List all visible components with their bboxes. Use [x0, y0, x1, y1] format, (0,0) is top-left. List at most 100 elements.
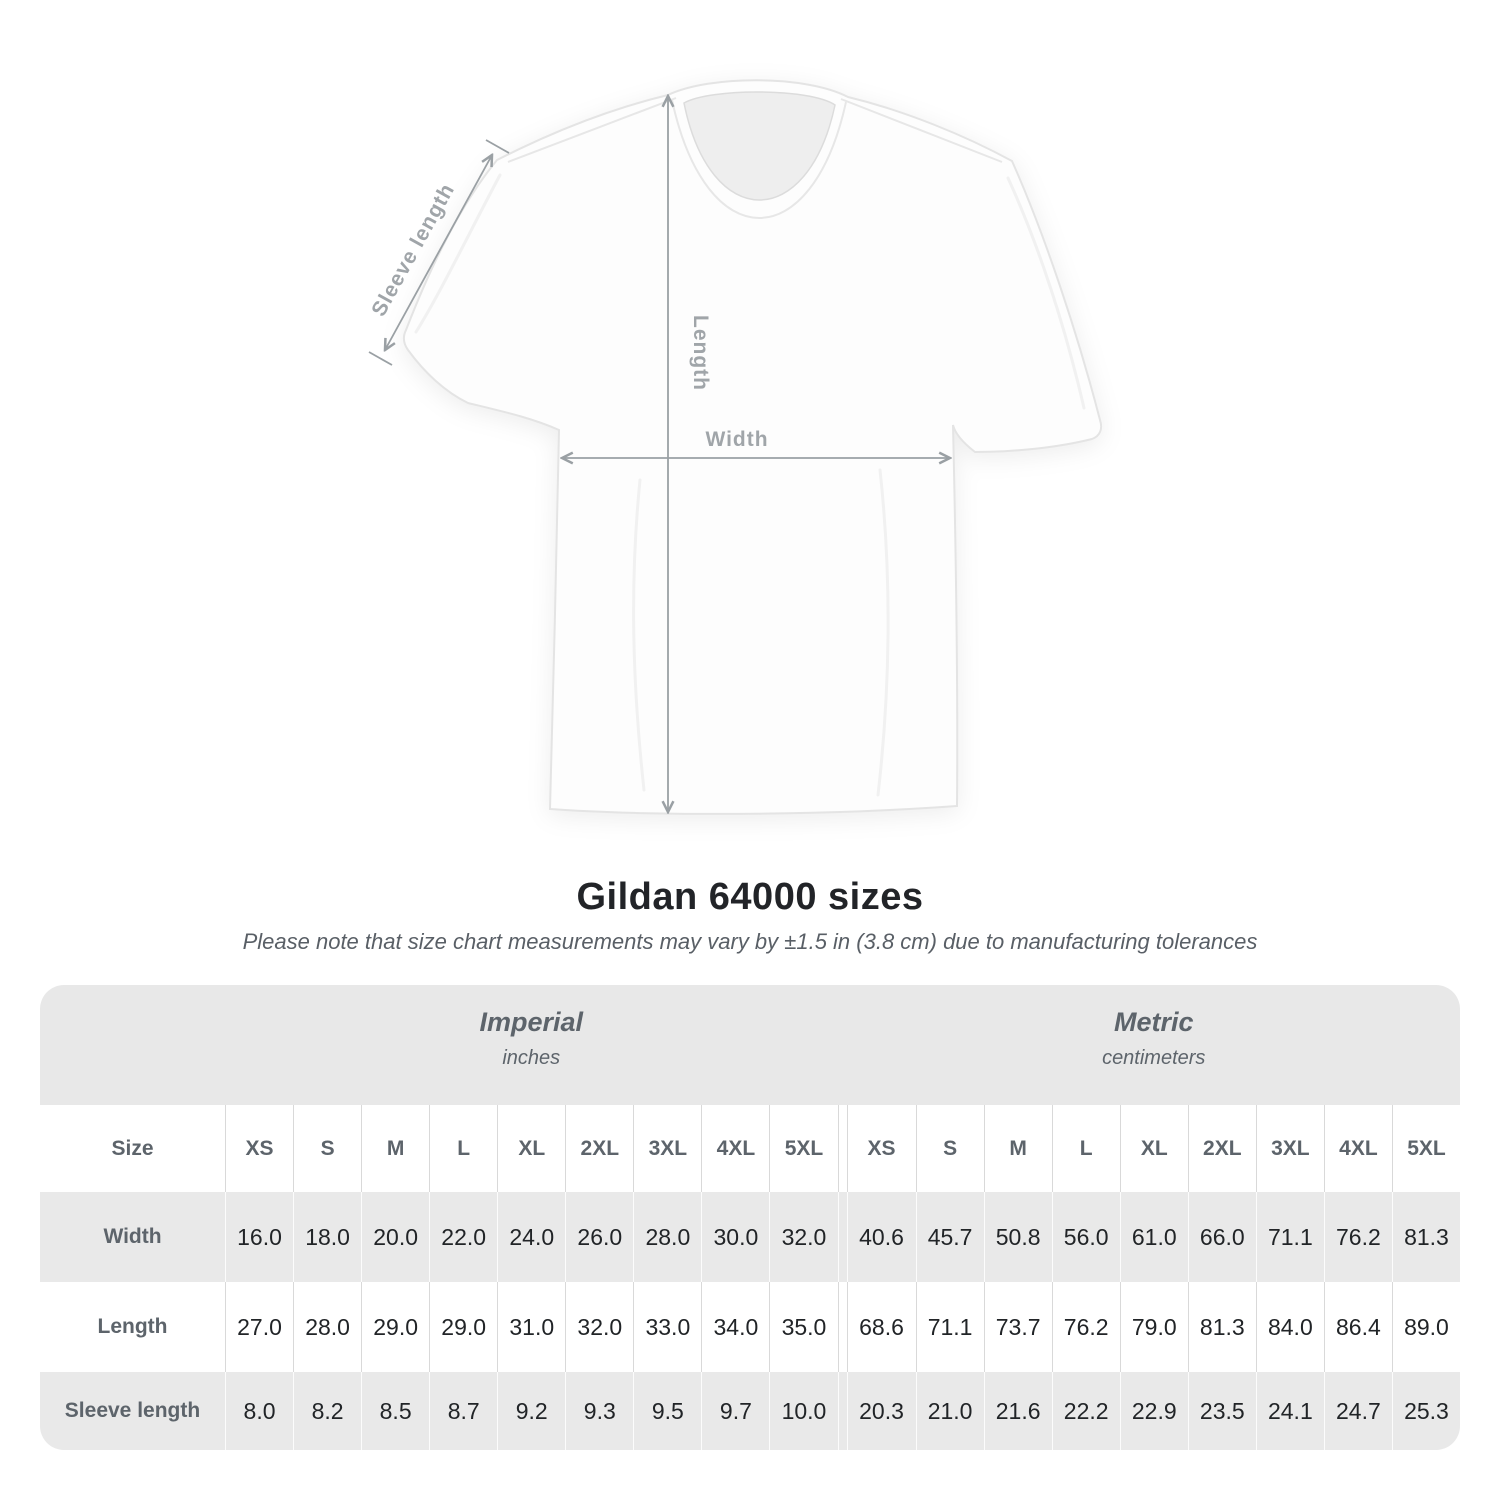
- value-cell: 89.0: [1391, 1282, 1460, 1372]
- size-header-metric: 4XL: [1323, 1105, 1392, 1192]
- fabric-fold: [1006, 176, 1086, 410]
- value-cell: 9.7: [701, 1372, 770, 1450]
- value-cell: 8.0: [225, 1372, 294, 1450]
- value-cell: 45.7: [915, 1192, 984, 1282]
- value-cell: 21.0: [915, 1372, 984, 1450]
- tshirt-diagram-svg: Sleeve length Length Width: [367, 79, 1103, 815]
- size-header-metric: XL: [1119, 1105, 1188, 1192]
- section-divider: [837, 1282, 848, 1372]
- section-header-metric: Metric centimeters: [847, 985, 1460, 1105]
- value-cell: 22.0: [429, 1192, 498, 1282]
- value-cell: 68.6: [847, 1282, 916, 1372]
- value-cell: 24.7: [1323, 1372, 1392, 1450]
- value-cell: 30.0: [701, 1192, 770, 1282]
- value-cell: 21.6: [983, 1372, 1052, 1450]
- value-cell: 25.3: [1391, 1372, 1460, 1450]
- value-cell: 29.0: [361, 1282, 430, 1372]
- value-cell: 81.3: [1187, 1282, 1256, 1372]
- value-cell: 9.5: [633, 1372, 702, 1450]
- value-cell: 24.1: [1255, 1372, 1324, 1450]
- length-label: Length: [689, 315, 712, 391]
- section-header-imperial: Imperial inches: [225, 985, 838, 1105]
- value-cell: 56.0: [1051, 1192, 1120, 1282]
- value-cell: 29.0: [429, 1282, 498, 1372]
- value-cell: 33.0: [633, 1282, 702, 1372]
- tshirt-diagram: Sleeve length Length Width: [367, 79, 1103, 815]
- value-cell: 22.2: [1051, 1372, 1120, 1450]
- value-cell: 28.0: [633, 1192, 702, 1282]
- value-cell: 81.3: [1391, 1192, 1460, 1282]
- table-corner: [40, 985, 225, 1105]
- size-header-imperial: XS: [225, 1105, 294, 1192]
- value-cell: 20.0: [361, 1192, 430, 1282]
- value-cell: 84.0: [1255, 1282, 1324, 1372]
- row-label: Length: [40, 1282, 225, 1372]
- value-cell: 34.0: [701, 1282, 770, 1372]
- value-cell: 31.0: [497, 1282, 566, 1372]
- fabric-fold: [876, 468, 890, 797]
- tolerance-note: Please note that size chart measurements…: [242, 929, 1258, 954]
- size-header-imperial: 5XL: [769, 1105, 838, 1192]
- row-label: Width: [40, 1192, 225, 1282]
- section-divider: [837, 1372, 848, 1450]
- value-cell: 20.3: [847, 1372, 916, 1450]
- value-cell: 8.7: [429, 1372, 498, 1450]
- value-cell: 32.0: [769, 1192, 838, 1282]
- value-cell: 61.0: [1119, 1192, 1188, 1282]
- value-cell: 71.1: [915, 1282, 984, 1372]
- size-header-metric: 2XL: [1187, 1105, 1256, 1192]
- value-cell: 76.2: [1051, 1282, 1120, 1372]
- value-cell: 66.0: [1187, 1192, 1256, 1282]
- section-unit: inches: [502, 1047, 561, 1069]
- value-cell: 27.0: [225, 1282, 294, 1372]
- value-cell: 35.0: [769, 1282, 838, 1372]
- value-cell: 28.0: [293, 1282, 362, 1372]
- value-cell: 24.0: [497, 1192, 566, 1282]
- row-label: Sleeve length: [40, 1372, 225, 1450]
- sleeve-arrow-cap: [368, 351, 393, 366]
- value-cell: 23.5: [1187, 1372, 1256, 1450]
- tshirt-collar: [683, 91, 836, 201]
- value-cell: 22.9: [1119, 1372, 1188, 1450]
- value-cell: 8.2: [293, 1372, 362, 1450]
- section-divider: [837, 985, 848, 1105]
- size-header-imperial: L: [429, 1105, 498, 1192]
- size-header-metric: 5XL: [1391, 1105, 1460, 1192]
- value-cell: 9.3: [565, 1372, 634, 1450]
- size-header-imperial: 3XL: [633, 1105, 702, 1192]
- size-header-metric: M: [983, 1105, 1052, 1192]
- size-header-imperial: XL: [497, 1105, 566, 1192]
- width-label: Width: [705, 428, 768, 451]
- value-cell: 73.7: [983, 1282, 1052, 1372]
- section-divider: [837, 1105, 848, 1192]
- shoulder-seam-left: [507, 97, 677, 163]
- section-name: Metric: [1113, 1007, 1194, 1037]
- value-cell: 26.0: [565, 1192, 634, 1282]
- size-header-metric: S: [915, 1105, 984, 1192]
- value-cell: 79.0: [1119, 1282, 1188, 1372]
- shoulder-seam-right: [840, 98, 1003, 163]
- value-cell: 8.5: [361, 1372, 430, 1450]
- size-table: Imperial inches Metric centimeters Size XS S M L…: [40, 985, 1460, 1450]
- size-header-metric: 3XL: [1255, 1105, 1324, 1192]
- size-header-imperial: 2XL: [565, 1105, 634, 1192]
- sleeve-length-arrow: [385, 155, 492, 350]
- value-cell: 32.0: [565, 1282, 634, 1372]
- value-cell: 50.8: [983, 1192, 1052, 1282]
- size-header-imperial: S: [293, 1105, 362, 1192]
- section-divider: [837, 1192, 848, 1282]
- value-cell: 16.0: [225, 1192, 294, 1282]
- size-header-metric: XS: [847, 1105, 916, 1192]
- size-column-header: Size: [40, 1105, 225, 1192]
- collar-seam: [671, 99, 847, 219]
- section-unit: centimeters: [1102, 1047, 1206, 1069]
- size-header-imperial: M: [361, 1105, 430, 1192]
- value-cell: 9.2: [497, 1372, 566, 1450]
- size-header-metric: L: [1051, 1105, 1120, 1192]
- value-cell: 71.1: [1255, 1192, 1324, 1282]
- page-title: Gildan 64000 sizes: [576, 876, 924, 918]
- value-cell: 76.2: [1323, 1192, 1392, 1282]
- sleeve-arrow-cap: [485, 139, 510, 154]
- value-cell: 18.0: [293, 1192, 362, 1282]
